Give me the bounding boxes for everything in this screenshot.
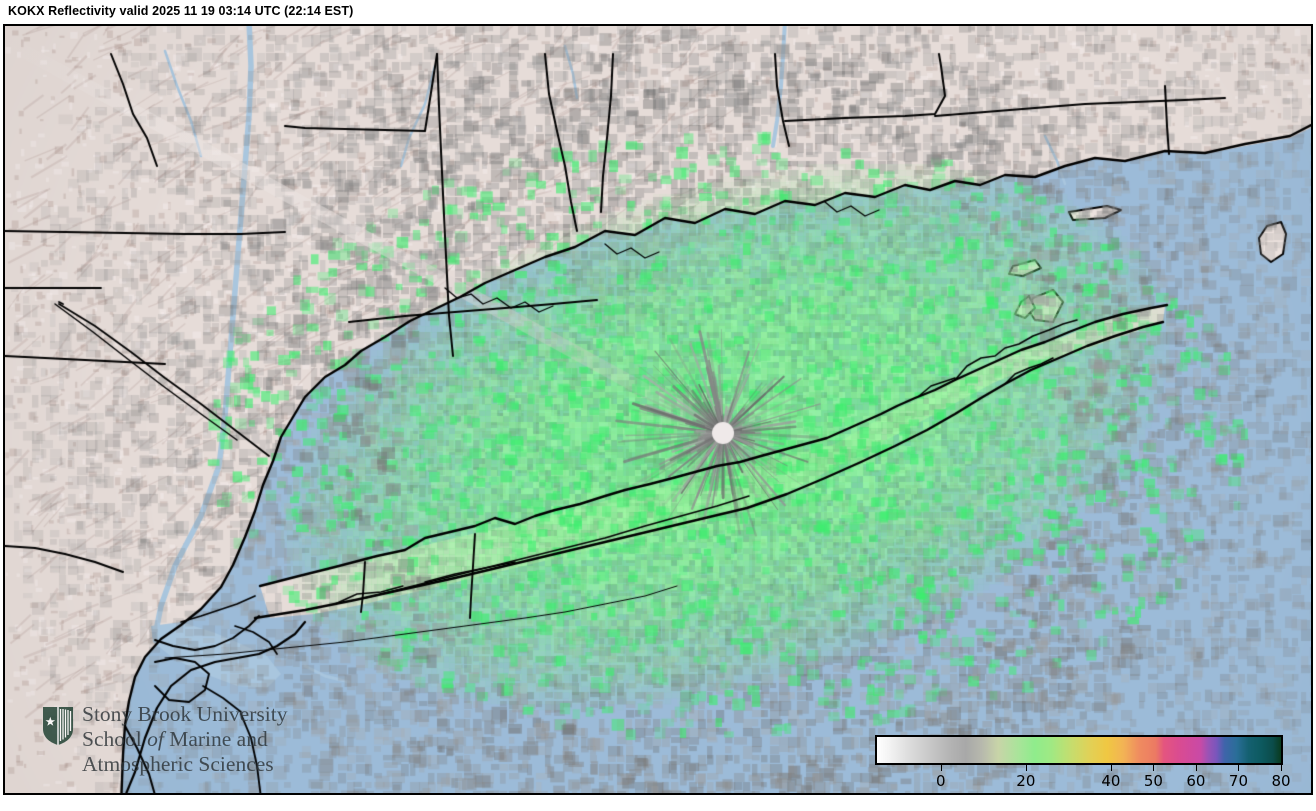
- colorbar-label-60: 60: [1186, 772, 1206, 790]
- colorbar-tick-labels: 0 20 40 50 60 70 80: [875, 772, 1291, 793]
- colorbar-label-0: 0: [936, 772, 946, 790]
- colorbar-label-80: 80: [1271, 772, 1291, 790]
- title-bar: KOKX Reflectivity valid 2025 11 19 03:14…: [0, 0, 1316, 24]
- reflectivity-colorbar: 0 20 40 50 60 70 80: [875, 735, 1291, 793]
- colorbar-tick-20: [1025, 765, 1027, 771]
- colorbar-tick-80: [1281, 765, 1282, 771]
- colorbar-tick-40: [1110, 765, 1112, 771]
- colorbar-tick-70: [1238, 765, 1240, 771]
- colorbar-tickmarks: [875, 765, 1283, 772]
- colorbar-tick-60: [1195, 765, 1197, 771]
- page-title: KOKX Reflectivity valid 2025 11 19 03:14…: [8, 4, 354, 18]
- radar-reflectivity-map[interactable]: [5, 26, 1311, 793]
- colorbar-label-50: 50: [1143, 772, 1163, 790]
- colorbar-label-40: 40: [1101, 772, 1121, 790]
- colorbar-tick-0: [940, 765, 942, 771]
- colorbar-tick-50: [1153, 765, 1155, 771]
- radar-map-frame[interactable]: Stony Brook University School of Marine …: [3, 24, 1313, 795]
- colorbar-label-70: 70: [1228, 772, 1249, 790]
- colorbar-gradient: [875, 735, 1283, 765]
- colorbar-label-20: 20: [1016, 772, 1036, 790]
